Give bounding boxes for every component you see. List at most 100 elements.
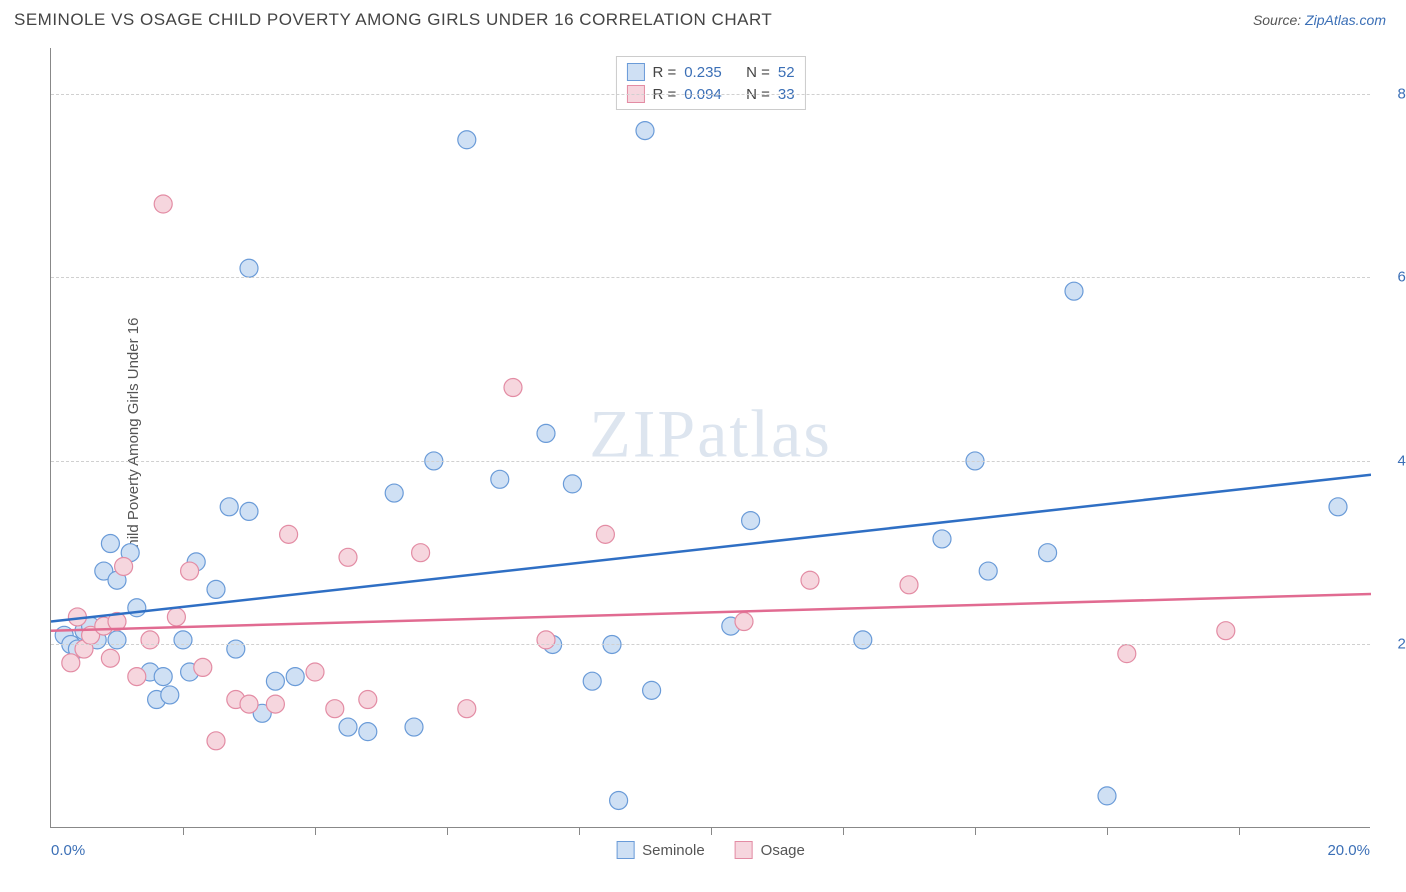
legend-item: Seminole (616, 841, 705, 859)
grid-line (51, 461, 1370, 462)
scatter-point (101, 649, 119, 667)
scatter-point (266, 695, 284, 713)
scatter-point (240, 502, 258, 520)
source-attribution: Source: ZipAtlas.com (1253, 12, 1386, 28)
plot-svg (51, 48, 1371, 828)
legend-swatch (735, 841, 753, 859)
scatter-point (504, 379, 522, 397)
scatter-point (108, 631, 126, 649)
scatter-point (979, 562, 997, 580)
scatter-point (900, 576, 918, 594)
scatter-point (181, 562, 199, 580)
scatter-point (194, 658, 212, 676)
scatter-point (583, 672, 601, 690)
grid-line (51, 94, 1370, 95)
scatter-point (537, 424, 555, 442)
scatter-point (742, 512, 760, 530)
scatter-point (207, 732, 225, 750)
stat-r-label: R = (652, 64, 676, 81)
scatter-point (643, 681, 661, 699)
scatter-point (1217, 622, 1235, 640)
x-tick (579, 827, 580, 835)
stat-n-value: 52 (778, 64, 795, 81)
legend-bottom: Seminole Osage (616, 841, 805, 859)
y-tick-label: 40.0% (1397, 452, 1406, 469)
scatter-point (1065, 282, 1083, 300)
scatter-point (458, 700, 476, 718)
scatter-point (933, 530, 951, 548)
legend-item: Osage (735, 841, 805, 859)
x-tick (447, 827, 448, 835)
source-prefix: Source: (1253, 12, 1305, 28)
scatter-point (115, 557, 133, 575)
scatter-point (339, 718, 357, 736)
scatter-point (101, 535, 119, 553)
scatter-point (227, 640, 245, 658)
scatter-point (735, 613, 753, 631)
scatter-point (537, 631, 555, 649)
legend-label: Osage (761, 842, 805, 859)
scatter-point (128, 599, 146, 617)
scatter-point (161, 686, 179, 704)
x-tick (315, 827, 316, 835)
scatter-point (154, 195, 172, 213)
grid-line (51, 277, 1370, 278)
legend-swatch (626, 63, 644, 81)
grid-line (51, 644, 1370, 645)
header-row: SEMINOLE VS OSAGE CHILD POVERTY AMONG GI… (0, 0, 1406, 30)
scatter-point (326, 700, 344, 718)
scatter-point (306, 663, 324, 681)
scatter-point (405, 718, 423, 736)
y-tick-label: 60.0% (1397, 269, 1406, 286)
stat-r-value: 0.235 (684, 64, 722, 81)
scatter-point (1118, 645, 1136, 663)
scatter-point (62, 654, 80, 672)
scatter-point (220, 498, 238, 516)
plot-wrapper: Child Poverty Among Girls Under 16 ZIPat… (50, 48, 1390, 828)
source-link[interactable]: ZipAtlas.com (1305, 12, 1386, 28)
scatter-point (1039, 544, 1057, 562)
x-axis-max-label: 20.0% (1327, 842, 1370, 859)
chart-container: SEMINOLE VS OSAGE CHILD POVERTY AMONG GI… (0, 0, 1406, 892)
x-tick (1239, 827, 1240, 835)
scatter-point (563, 475, 581, 493)
x-tick (843, 827, 844, 835)
scatter-point (154, 668, 172, 686)
y-tick-label: 20.0% (1397, 636, 1406, 653)
scatter-point (141, 631, 159, 649)
scatter-point (385, 484, 403, 502)
scatter-point (596, 525, 614, 543)
scatter-point (1329, 498, 1347, 516)
stat-n-label: N = (746, 64, 770, 81)
scatter-point (636, 122, 654, 140)
scatter-point (854, 631, 872, 649)
scatter-point (610, 791, 628, 809)
x-tick (1107, 827, 1108, 835)
scatter-point (240, 695, 258, 713)
chart-title: SEMINOLE VS OSAGE CHILD POVERTY AMONG GI… (14, 10, 772, 30)
x-axis-min-label: 0.0% (51, 842, 85, 859)
scatter-point (339, 548, 357, 566)
scatter-point (1098, 787, 1116, 805)
scatter-point (280, 525, 298, 543)
scatter-point (359, 691, 377, 709)
scatter-point (491, 470, 509, 488)
x-tick (975, 827, 976, 835)
stat-row: R = 0.235 N = 52 (626, 61, 794, 83)
scatter-point (207, 580, 225, 598)
y-tick-label: 80.0% (1397, 85, 1406, 102)
x-tick (711, 827, 712, 835)
scatter-point (266, 672, 284, 690)
scatter-point (458, 131, 476, 149)
scatter-point (128, 668, 146, 686)
x-tick (183, 827, 184, 835)
scatter-point (167, 608, 185, 626)
legend-swatch (616, 841, 634, 859)
scatter-point (801, 571, 819, 589)
scatter-point (359, 723, 377, 741)
scatter-point (412, 544, 430, 562)
plot-area: Child Poverty Among Girls Under 16 ZIPat… (50, 48, 1370, 828)
correlation-legend: R = 0.235 N = 52R = 0.094 N = 33 (615, 56, 805, 110)
scatter-point (286, 668, 304, 686)
scatter-point (174, 631, 192, 649)
